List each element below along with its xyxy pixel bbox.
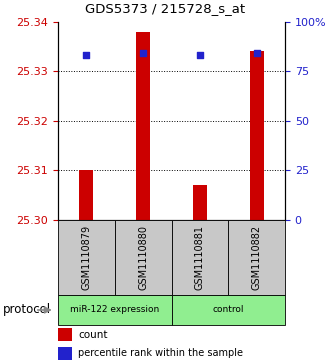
- Bar: [228, 220, 285, 295]
- Bar: [58, 347, 72, 360]
- Bar: [79, 170, 93, 220]
- Text: miR-122 expression: miR-122 expression: [70, 306, 159, 314]
- Point: [254, 50, 259, 56]
- Point: [141, 50, 146, 56]
- Text: GSM1110880: GSM1110880: [138, 225, 148, 290]
- Bar: [172, 220, 228, 295]
- Text: GSM1110881: GSM1110881: [195, 225, 205, 290]
- Text: GDS5373 / 215728_s_at: GDS5373 / 215728_s_at: [85, 3, 245, 16]
- Text: count: count: [79, 330, 108, 339]
- Point: [197, 52, 203, 58]
- Text: protocol: protocol: [3, 303, 51, 317]
- Bar: [58, 220, 115, 295]
- Text: GSM1110882: GSM1110882: [251, 225, 262, 290]
- Text: control: control: [213, 306, 244, 314]
- Text: GSM1110879: GSM1110879: [82, 225, 91, 290]
- Bar: [115, 220, 172, 295]
- Bar: [58, 295, 172, 325]
- Bar: [249, 52, 264, 220]
- Text: percentile rank within the sample: percentile rank within the sample: [79, 348, 244, 359]
- Bar: [136, 32, 150, 220]
- Bar: [172, 295, 285, 325]
- Bar: [58, 328, 72, 341]
- Bar: [193, 185, 207, 220]
- Point: [84, 52, 89, 58]
